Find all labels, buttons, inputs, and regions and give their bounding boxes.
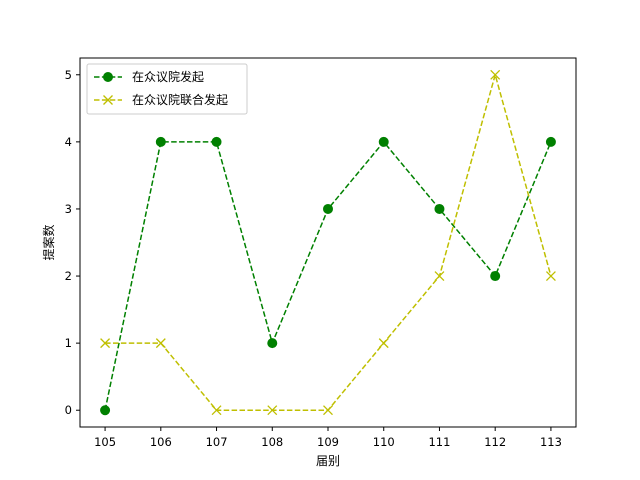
series-1-point [490, 271, 501, 282]
series-2-point [545, 271, 556, 282]
y-tick-label: 0 [65, 403, 72, 417]
series-2 [100, 69, 556, 416]
series-1-point [155, 136, 166, 147]
legend-marker [103, 72, 113, 82]
legend-label: 在众议院发起 [132, 69, 204, 84]
series-1 [100, 136, 556, 416]
y-tick-label: 3 [65, 202, 72, 216]
legend-box [86, 63, 248, 115]
x-tick-label: 106 [150, 435, 172, 449]
legend-item: 在众议院发起 [94, 69, 204, 84]
y-tick-label: 4 [65, 135, 72, 149]
x-axis-label: 届别 [316, 454, 340, 468]
legend-item: 在众议院联合发起 [94, 92, 228, 107]
series-2-point [378, 338, 389, 349]
series-2-point [490, 69, 501, 80]
x-tick-label: 107 [206, 435, 228, 449]
x-tick-label: 105 [94, 435, 116, 449]
y-tick-label: 2 [65, 269, 72, 283]
legend-marker [103, 95, 113, 105]
x-tick-label: 113 [540, 435, 562, 449]
series-2-point [323, 405, 333, 416]
axes-frame [79, 57, 577, 428]
y-tick-label: 5 [65, 68, 72, 82]
x-tick-label: 108 [261, 435, 283, 449]
x-tick-label: 109 [317, 435, 339, 449]
series-1-point [100, 405, 111, 416]
series-1-point [323, 203, 333, 214]
series-1-point [267, 338, 278, 349]
series-1-point [211, 136, 222, 147]
series-2-point [267, 405, 278, 416]
series-1-point [545, 136, 556, 147]
y-axis-label: 提案数 [41, 224, 56, 260]
x-tick-label: 111 [428, 435, 450, 449]
legend-label: 在众议院联合发起 [132, 92, 228, 107]
series-2-point [434, 271, 445, 282]
x-axis-ticks: 105 106 107 108 109 110 111 112 113 [94, 427, 562, 449]
series-2-point [211, 405, 222, 416]
series-2-point [100, 338, 111, 349]
x-tick-label: 112 [484, 435, 506, 449]
series-1-point [434, 203, 445, 214]
x-tick-label: 110 [373, 435, 395, 449]
plot-area [100, 69, 556, 416]
y-tick-label: 1 [65, 336, 72, 350]
series-2-point [155, 338, 166, 349]
series-1-point [378, 136, 389, 147]
y-axis-ticks: 0 1 2 3 4 5 [65, 68, 80, 417]
